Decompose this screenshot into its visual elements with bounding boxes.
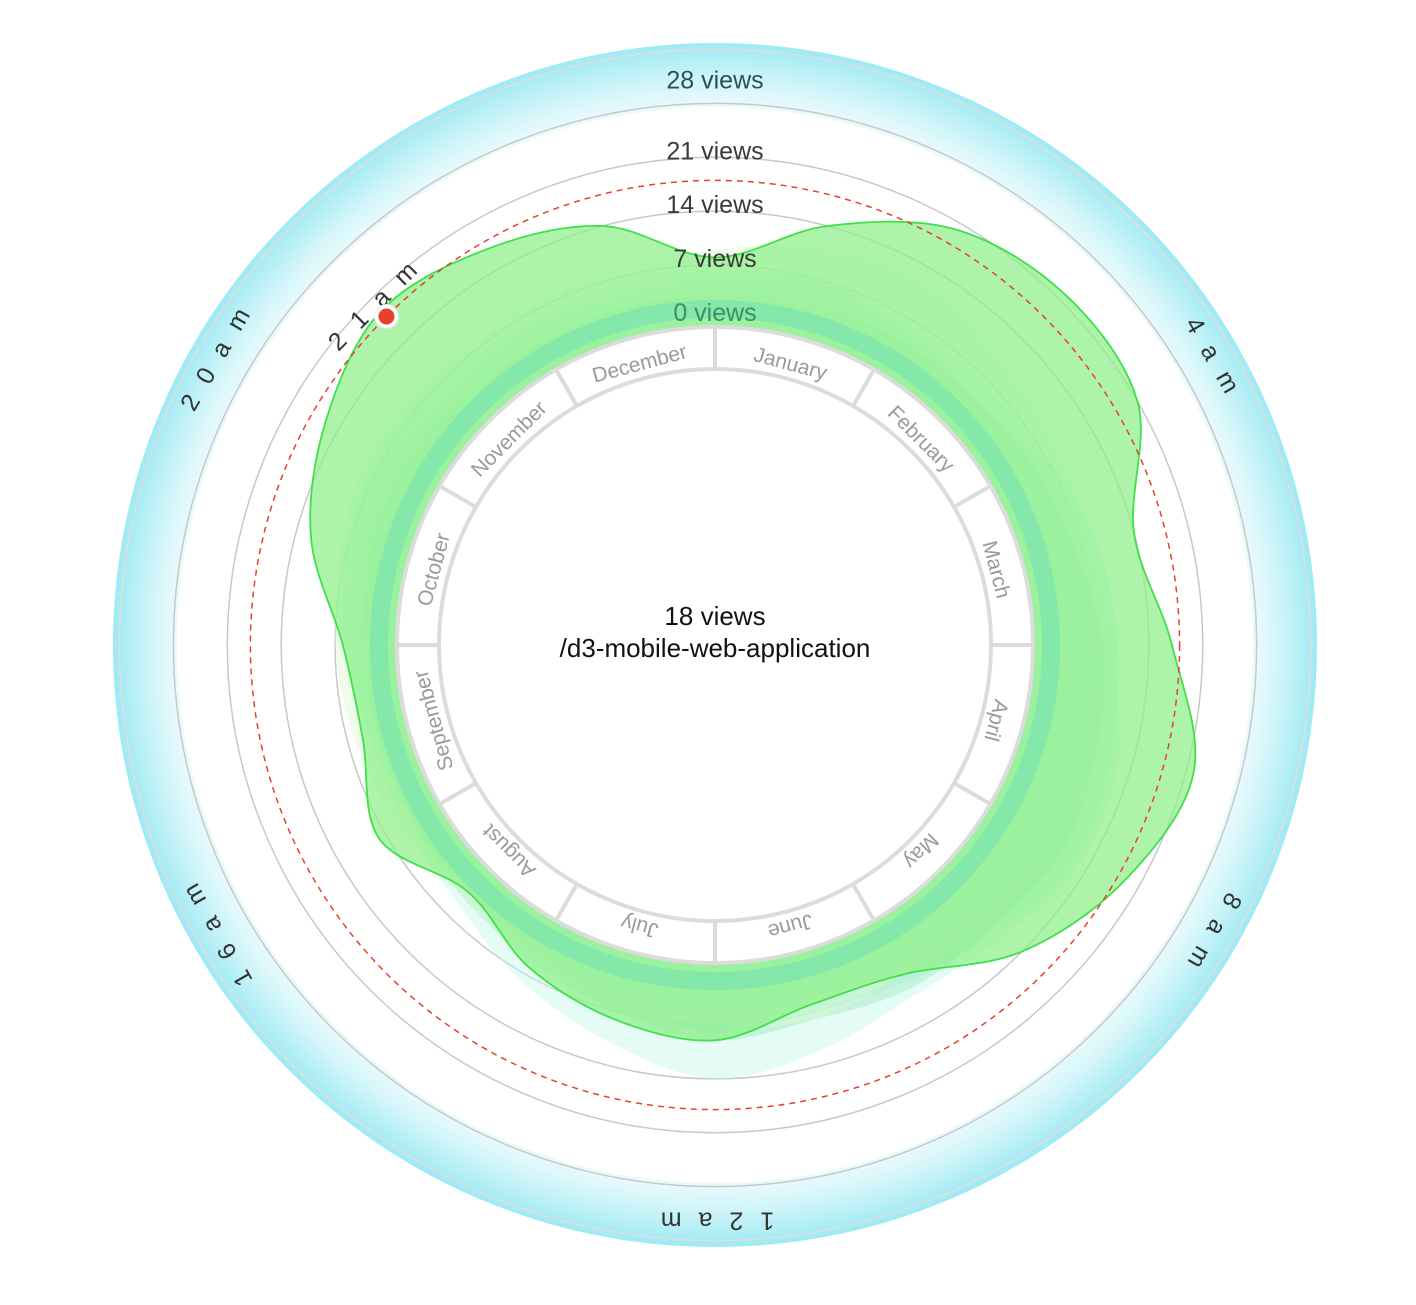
month-divider [438,484,477,509]
reference-line [249,179,1181,1111]
radial-tick-label-28: 28 views [666,66,763,94]
grid-circle-21 [226,156,1204,1134]
center-value-label: 18 views [664,601,765,631]
series-base-band [370,300,1060,990]
marker-layer [373,303,399,329]
radial-tick-label-21: 21 views [666,137,763,165]
hour-label-12: 1 2 a m [656,1206,774,1234]
month-divider [438,781,477,806]
grid-circle-outer [118,48,1312,1242]
month-divider [851,368,876,407]
month-divider [851,883,876,922]
radial-tick-label-14: 14 views [666,191,763,219]
radial-tick-label-0: 0 views [673,299,756,327]
radial-tick-label-7: 7 views [673,245,756,273]
hover-marker[interactable] [378,308,395,325]
month-divider [953,484,992,509]
month-divider [953,781,992,806]
grid-circle-28 [172,102,1258,1188]
month-divider [554,368,579,407]
month-divider [554,883,579,922]
center-page-title: /d3-mobile-web-application [560,633,871,663]
radial-tick-labels: 0 views 7 views 14 views 21 views 28 views [666,66,763,327]
